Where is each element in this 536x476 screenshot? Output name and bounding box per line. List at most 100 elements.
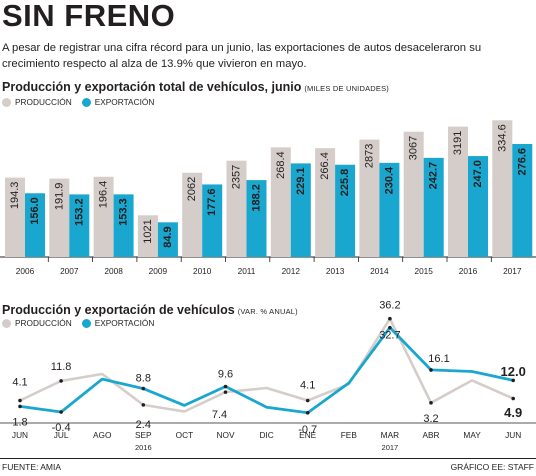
bar-produccion (137, 215, 158, 257)
legend-swatch-produccion-2 (2, 318, 11, 328)
line-data-label: 36.2 (379, 300, 400, 312)
bar-produccion (403, 131, 424, 257)
bar-produccion (270, 147, 291, 257)
bar-produccion (226, 160, 247, 257)
bar-label-exportacion: 156.0 (29, 197, 41, 225)
line-data-label: 3.2 (423, 413, 438, 425)
bar-label-exportacion: 153.2 (73, 198, 85, 226)
line-point (305, 398, 310, 403)
bar-exportacion (157, 222, 178, 257)
headline: SIN FRENO (2, 0, 176, 33)
bar-exportacion (423, 157, 444, 257)
bar-label-produccion: 3191 (452, 131, 464, 155)
line-chart-title-text: Producción y exportación de vehículos (2, 303, 235, 317)
bar-category-label: 2012 (282, 266, 301, 276)
legend-item-produccion-2: PRODUCCIÓN (2, 318, 72, 328)
bar-produccion (5, 177, 25, 257)
footer-credit: GRÁFICO EE: STAFF (450, 462, 534, 472)
line-data-label: 11.8 (51, 361, 72, 373)
legend-swatch-exportacion (81, 97, 91, 107)
line-data-label: 9.6 (218, 369, 233, 381)
legend-swatch-exportacion-2 (81, 318, 91, 328)
bar-category-label: 2008 (104, 266, 123, 276)
line-year-label: 2016 (135, 443, 152, 452)
line-data-label: 7.4 (212, 409, 227, 421)
line-point (305, 410, 310, 415)
bar-exportacion (246, 180, 267, 257)
bar-label-produccion: 266.4 (319, 152, 331, 180)
bar-category-label: 2013 (326, 266, 345, 276)
line-data-label: -0.4 (52, 422, 71, 434)
line-point (388, 325, 392, 330)
bar-label-exportacion: 247.0 (472, 160, 484, 188)
line-data-label: 4.1 (300, 380, 315, 392)
legend-item-exportacion-2: EXPORTACIÓN (81, 318, 155, 328)
bar-exportacion (25, 193, 45, 257)
line-point (429, 368, 433, 372)
bar-exportacion (512, 143, 533, 257)
bar-category-label: 2017 (503, 266, 522, 276)
legend-swatch-produccion (2, 97, 11, 107)
bar-label-exportacion: 242.7 (428, 162, 440, 190)
line-data-label: 8.8 (136, 373, 151, 385)
bar-produccion (182, 172, 203, 257)
line-category-label: NOV (217, 430, 235, 440)
line-data-label: 4.9 (504, 405, 522, 420)
line-data-label: 12.0 (501, 364, 526, 379)
bar-produccion (49, 178, 70, 257)
bar-chart: 194.3 156.0 2006 191.9 153.2 2007 196.4 153.3 20… (0, 120, 536, 276)
line-year-label: 2017 (382, 443, 399, 452)
footer-source: FUENTE: AMIA (2, 462, 62, 472)
bar-label-exportacion: 84.9 (162, 226, 174, 247)
legend-label-exportacion-2: EXPORTACIÓN (94, 318, 155, 328)
bar-category-label: 2007 (60, 266, 79, 276)
line-point (223, 390, 228, 394)
bar-label-produccion: 2357 (231, 165, 243, 189)
line-point (18, 404, 22, 409)
legend-item-produccion: PRODUCCIÓN (2, 97, 72, 107)
bar-category-label: 2009 (149, 266, 168, 276)
line-data-label: 1.8 (12, 416, 27, 428)
line-point (511, 378, 515, 383)
line-point (429, 401, 433, 405)
line-chart-units: (VAR. % ANUAL) (237, 307, 298, 316)
bar-category-label: 2014 (370, 266, 389, 276)
bar-exportacion (335, 164, 356, 257)
intro-text: A pesar de registrar una cifra récord pa… (2, 42, 482, 70)
line-category-label: SEP (135, 430, 152, 440)
bar-exportacion (468, 156, 488, 257)
bar-label-produccion: 334.6 (496, 124, 508, 152)
bar-exportacion (113, 194, 134, 257)
bar-chart-title-text: Producción y exportación total de vehícu… (2, 80, 302, 94)
line-data-label: 32.7 (379, 330, 400, 342)
line-produccion (18, 317, 515, 413)
line-category-label: JUN (505, 430, 521, 440)
bar-label-produccion: 196.4 (98, 181, 110, 209)
line-category-label: ENE (299, 430, 317, 440)
bar-label-produccion: 2062 (186, 177, 198, 201)
line-category-label: MAR (381, 430, 399, 440)
bar-exportacion (379, 162, 400, 257)
legend-item-exportacion: EXPORTACIÓN (81, 97, 154, 107)
line-category-label: OCT (176, 430, 194, 440)
bar-produccion (492, 120, 513, 258)
bar-label-exportacion: 177.6 (206, 188, 218, 216)
line-point (223, 384, 228, 389)
bar-produccion (93, 176, 114, 257)
bar-produccion (315, 148, 336, 257)
line-exportacion (18, 326, 515, 415)
bar-category-label: 2010 (193, 266, 212, 276)
bar-label-exportacion: 276.6 (516, 148, 528, 176)
bar-produccion (359, 139, 380, 257)
line-point (18, 398, 22, 403)
bar-label-produccion: 268.4 (275, 151, 287, 179)
line-point (511, 396, 515, 401)
line-category-label: MAY (463, 430, 481, 440)
line-point (141, 403, 146, 407)
line-data-label: 2.4 (136, 419, 151, 431)
bar-category-label: 2006 (16, 266, 35, 276)
line-data-label: 4.1 (12, 377, 27, 389)
bar-label-exportacion: 188.2 (251, 184, 263, 212)
bar-label-produccion: 3067 (408, 136, 420, 160)
line-data-label: 16.1 (428, 353, 449, 365)
